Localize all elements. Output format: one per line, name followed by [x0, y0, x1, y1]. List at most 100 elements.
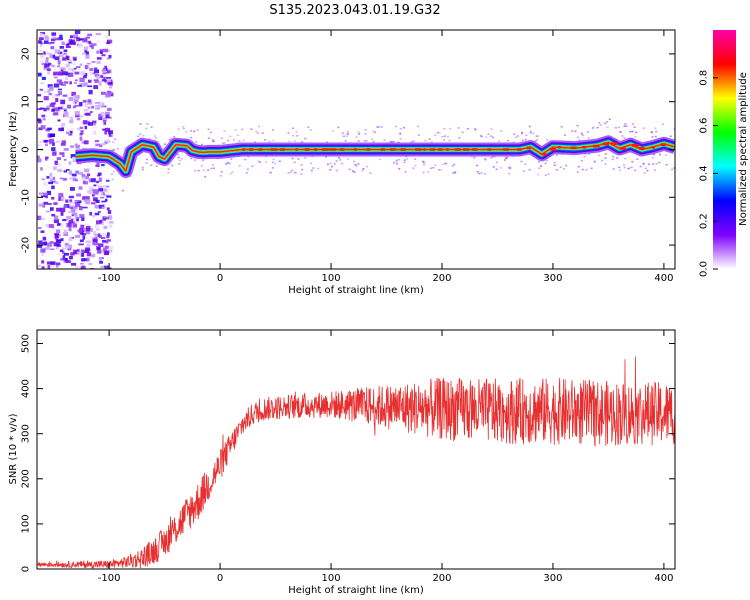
spectrogram-scatter-cell: [635, 131, 638, 134]
spectrogram-noise-cell: [108, 267, 112, 269]
spectrogram-x-tick-label: 0: [217, 273, 223, 284]
spectrogram-noise-cell: [42, 63, 48, 65]
spectrogram-noise-cell: [107, 69, 112, 74]
spectrogram-noise-cell: [37, 264, 41, 268]
snr-y-tick-label: 100: [21, 514, 32, 533]
spectrogram-noise-cell: [47, 265, 51, 269]
spectrogram-scatter-cell: [446, 135, 449, 138]
spectrogram-scatter-cell: [634, 135, 637, 138]
spectrogram-noise-cell: [63, 252, 69, 256]
spectrogram-noise-cell: [108, 224, 113, 228]
spectrogram-scatter-cell: [395, 161, 398, 163]
spectrogram-noise-cell: [84, 125, 88, 130]
spectrogram-noise-cell: [85, 247, 91, 251]
spectrogram-noise-cell: [79, 169, 83, 173]
spectrogram-noise-cell: [53, 219, 59, 224]
spectrogram-ridge-peak: [429, 148, 436, 151]
spectrogram-noise-cell: [87, 85, 93, 88]
spectrogram-noise-cell: [91, 236, 95, 239]
spectrogram-noise-cell: [61, 154, 65, 158]
spectrogram-noise-cell: [65, 55, 69, 60]
spectrogram-noise-cell: [38, 40, 42, 44]
spectrogram-scatter-cell: [348, 168, 351, 171]
spectrogram-noise-cell: [40, 42, 44, 45]
spectrogram-scatter-cell: [586, 131, 589, 133]
spectrogram-scatter-cell: [378, 158, 381, 161]
spectrogram-scatter-cell: [370, 138, 373, 140]
spectrogram-scatter-cell: [651, 156, 654, 159]
spectrogram-noise-cell: [93, 237, 98, 242]
spectrogram-scatter-cell: [618, 169, 621, 172]
spectrogram-scatter-cell: [340, 162, 343, 165]
spectrogram-noise-cell: [45, 60, 49, 64]
spectrogram-scatter-cell: [539, 165, 542, 167]
spectrogram-scatter-cell: [427, 171, 430, 173]
spectrogram-scatter-cell: [271, 161, 274, 163]
spectrogram-scatter-cell: [659, 153, 662, 155]
spectrogram-noise-cell: [94, 212, 100, 216]
spectrogram-noise-cell: [101, 232, 106, 237]
spectrogram-scatter-cell: [374, 131, 377, 134]
spectrogram-noise-cell: [106, 79, 112, 83]
spectrogram-noise-cell: [42, 192, 49, 196]
spectrogram-scatter-cell: [490, 157, 493, 159]
spectrogram-noise-cell: [38, 37, 44, 40]
spectrogram-scatter-cell: [571, 130, 574, 132]
spectrogram-ridge-peak: [570, 146, 577, 150]
spectrogram-noise-cell: [43, 201, 49, 204]
spectrogram-scatter-cell: [495, 168, 498, 170]
spectrogram-scatter-cell: [291, 127, 294, 130]
spectrogram-noise-cell: [82, 235, 86, 240]
spectrogram-scatter-cell: [585, 169, 588, 171]
spectrogram-noise-cell: [75, 265, 79, 269]
spectrogram-noise-cell: [96, 60, 101, 65]
spectrogram-noise-cell: [66, 222, 72, 228]
spectrogram-noise-cell: [40, 230, 45, 233]
spectrogram-scatter-cell: [555, 154, 558, 156]
spectrogram-noise-cell: [63, 53, 67, 55]
spectrogram-noise-cell: [101, 54, 106, 57]
spectrogram-noise-cell: [67, 247, 72, 251]
spectrogram-scatter-cell: [515, 136, 518, 139]
spectrogram-noise-cell: [105, 71, 110, 74]
spectrogram-noise-cell: [91, 253, 96, 258]
spectrogram-scatter-cell: [112, 141, 115, 143]
spectrogram-noise-cell: [54, 49, 61, 54]
spectrogram-noise-cell: [37, 108, 43, 111]
spectrogram-noise-cell: [79, 126, 84, 130]
spectrogram-scatter-cell: [342, 135, 345, 137]
spectrogram-scatter-cell: [153, 135, 156, 137]
spectrogram-scatter-cell: [223, 142, 226, 144]
spectrogram-scatter-cell: [346, 132, 349, 135]
spectrogram-noise-cell: [99, 261, 103, 264]
spectrogram-noise-cell: [44, 64, 50, 68]
spectrogram-noise-cell: [68, 161, 72, 165]
spectrogram-scatter-cell: [524, 163, 527, 166]
spectrogram-noise-cell: [44, 157, 48, 161]
spectrogram-scatter-cell: [537, 173, 540, 176]
snr-x-tick-label: 300: [543, 573, 562, 584]
spectrogram-scatter-cell: [576, 124, 579, 127]
spectrogram-noise-cell: [96, 57, 102, 60]
spectrogram-noise-cell: [46, 175, 50, 179]
spectrogram-noise-cell: [55, 163, 62, 167]
snr-y-tick-label: 400: [21, 379, 32, 398]
spectrogram-noise-cell: [49, 263, 55, 268]
spectrogram-noise-cell: [107, 91, 113, 95]
spectrogram-noise-cell: [76, 193, 82, 197]
spectrogram-scatter-cell: [618, 126, 621, 129]
spectrogram-scatter-cell: [204, 175, 207, 178]
spectrogram-noise-cell: [53, 83, 60, 88]
spectrogram-noise-cell: [106, 57, 110, 60]
spectrogram-noise-cell: [51, 196, 55, 200]
spectrogram-scatter-cell: [604, 153, 607, 155]
spectrogram-noise-cell: [81, 196, 85, 200]
spectrogram-ridge-peak: [526, 146, 531, 150]
spectrogram-noise-cell: [84, 250, 89, 253]
spectrogram-noise-cell: [104, 265, 109, 269]
spectrogram-noise-cell: [98, 188, 104, 192]
spectrogram-noise-cell: [108, 130, 114, 135]
spectrogram-scatter-cell: [553, 164, 556, 166]
spectrogram-noise-cell: [96, 225, 99, 230]
spectrogram-noise-cell: [67, 128, 72, 132]
